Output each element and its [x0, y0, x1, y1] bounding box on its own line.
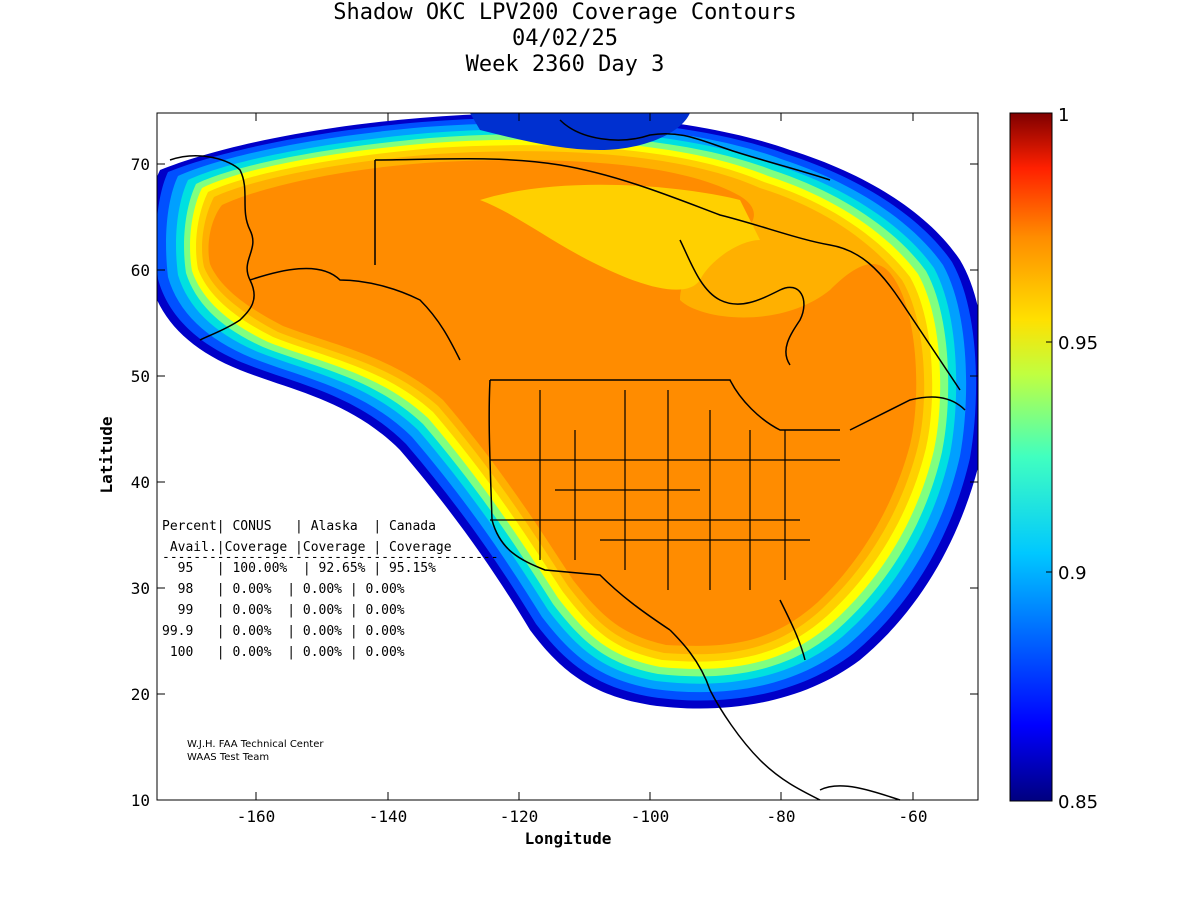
contour-north-cap [470, 113, 690, 150]
credit-line: WAAS Test Team [187, 752, 269, 763]
table-row: 95 | 100.00% | 92.65% | 95.15% [162, 561, 436, 576]
y-tick-label: 20 [131, 685, 150, 704]
y-tick-label: 40 [131, 473, 150, 492]
x-tick-label: -80 [767, 807, 796, 826]
x-tick-label: -160 [237, 807, 276, 826]
table-row: 98 | 0.00% | 0.00% | 0.00% [162, 582, 405, 597]
x-tick-label: -120 [500, 807, 539, 826]
colorbar-tick-label: 0.85 [1058, 792, 1098, 813]
contour-097 [208, 159, 917, 646]
land-outlines [169, 119, 966, 801]
table-row: 99 | 0.00% | 0.00% | 0.00% [162, 603, 405, 618]
table-header-2: Avail.|Coverage |Coverage | Coverage [162, 540, 452, 555]
y-tick-label: 30 [131, 579, 150, 598]
y-tick-label: 60 [131, 261, 150, 280]
y-tick-label: 10 [131, 791, 150, 810]
plot-frame [156, 112, 979, 801]
map-title: Shadow OKC LPV200 Coverage Contours [333, 0, 797, 25]
colorbar-tick-label: 1 [1058, 105, 1069, 126]
x-tick-label: -60 [899, 807, 928, 826]
x-tick-label: -140 [369, 807, 408, 826]
y-tick-label: 50 [131, 367, 150, 386]
y-axis-ticks [157, 163, 978, 695]
colorbar-tick-label: 0.95 [1058, 333, 1098, 354]
y-axis-label: Latitude [97, 416, 116, 493]
contour-north-band [480, 184, 760, 290]
us-state-borders [490, 390, 840, 590]
x-tick-label: -100 [631, 807, 670, 826]
colorbar [1009, 112, 1053, 802]
table-header-1: Percent| CONUS | Alaska | Canada [162, 519, 436, 534]
table-row: 99.9 | 0.00% | 0.00% | 0.00% [162, 624, 405, 639]
table-divider: ----------------------------------------… [162, 550, 499, 565]
y-tick-label: 70 [131, 155, 150, 174]
credit-line: W.J.H. FAA Technical Center [187, 739, 324, 750]
coverage-contours [157, 113, 978, 800]
x-axis-label: Longitude [525, 829, 612, 848]
colorbar-ticks [1046, 341, 1052, 573]
colorbar-tick-label: 0.9 [1058, 563, 1087, 584]
coverage-table: Percent| CONUS | Alaska | Canada Avail.|… [162, 519, 499, 660]
x-axis-ticks [255, 113, 914, 800]
map-date: 04/02/25 [512, 26, 618, 51]
table-row: 100 | 0.00% | 0.00% | 0.00% [162, 645, 405, 660]
map-week-day: Week 2360 Day 3 [465, 52, 665, 77]
